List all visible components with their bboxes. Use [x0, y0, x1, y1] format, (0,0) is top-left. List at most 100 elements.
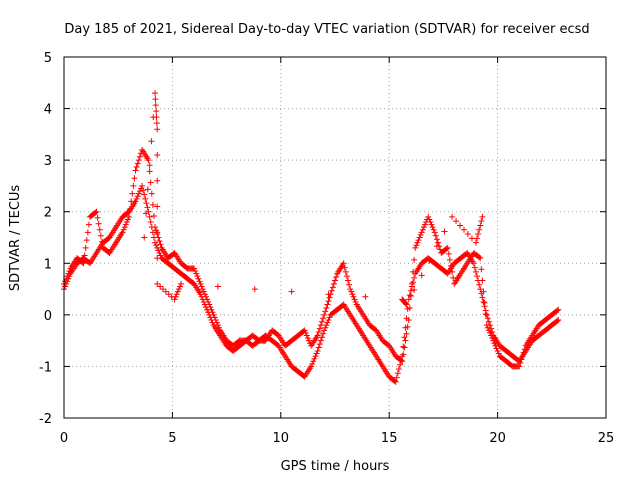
data-point [477, 222, 484, 229]
data-point [460, 226, 467, 233]
data-point [305, 337, 312, 344]
data-point [133, 195, 140, 202]
data-point [493, 345, 500, 352]
data-point [433, 236, 440, 243]
data-point [83, 237, 90, 244]
data-point [477, 255, 484, 262]
data-point [152, 102, 159, 109]
data-point [301, 327, 308, 334]
data-point [411, 274, 418, 281]
data-point [62, 283, 69, 290]
data-point [404, 323, 411, 330]
data-point [123, 219, 130, 226]
y-tick-label: -1 [39, 360, 52, 375]
data-point [172, 293, 179, 300]
data-point [405, 296, 412, 303]
data-point [152, 239, 159, 246]
y-tick-label: 1 [44, 257, 52, 272]
data-point [333, 274, 340, 281]
data-point [453, 218, 460, 225]
data-point [330, 280, 337, 287]
data-point [325, 291, 332, 298]
data-point [413, 242, 420, 249]
data-point [328, 287, 335, 294]
y-tick-label: 3 [44, 154, 52, 169]
data-point [205, 298, 212, 305]
data-point [401, 334, 408, 341]
data-point [120, 226, 127, 233]
data-point [304, 335, 311, 342]
data-point [412, 244, 419, 251]
data-point [92, 209, 99, 216]
data-point [479, 213, 486, 220]
data-point [481, 299, 488, 306]
data-point [308, 363, 315, 370]
data-point [195, 275, 202, 282]
data-point [394, 370, 401, 377]
data-point [145, 157, 152, 164]
data-point [476, 281, 483, 288]
data-point [322, 308, 329, 315]
data-point [483, 322, 490, 329]
data-point [147, 219, 154, 226]
data-point [519, 353, 526, 360]
data-point [317, 322, 324, 329]
data-point [146, 162, 153, 169]
data-point [209, 309, 216, 316]
data-point [346, 281, 353, 288]
data-point [480, 298, 487, 305]
data-point [134, 160, 141, 167]
data-point [208, 306, 215, 313]
data-point [302, 329, 309, 336]
data-point [362, 293, 369, 300]
data-point [174, 288, 181, 295]
data-point [479, 294, 486, 301]
data-point [251, 286, 258, 293]
data-point [444, 244, 451, 251]
data-point [430, 226, 437, 233]
data-point [62, 278, 69, 285]
data-point [152, 96, 159, 103]
data-point [434, 239, 441, 246]
data-point [162, 288, 169, 295]
y-axis-ticks: -2 -1 0 1 2 3 4 5 [39, 51, 606, 427]
data-point [212, 317, 219, 324]
data-point [320, 315, 327, 322]
data-point [478, 266, 485, 273]
data-point [406, 292, 413, 299]
data-point [449, 268, 456, 275]
data-point [426, 257, 433, 264]
data-point [201, 291, 208, 298]
data-point [471, 264, 478, 271]
data-point [349, 291, 356, 298]
data-point [131, 175, 138, 182]
data-point [288, 288, 295, 295]
data-point [315, 344, 322, 351]
data-point [485, 318, 492, 325]
data-point [146, 168, 153, 175]
data-point [128, 198, 135, 205]
data-point [345, 277, 352, 284]
data-point [85, 221, 92, 228]
data-point [136, 188, 143, 195]
data-point [149, 201, 156, 208]
data-point [491, 340, 498, 347]
data-point [484, 315, 491, 322]
data-point [324, 319, 331, 326]
data-point [132, 167, 139, 174]
data-point [79, 259, 86, 266]
data-point [127, 206, 134, 213]
data-point [150, 213, 157, 220]
data-point [518, 356, 525, 363]
data-point [445, 250, 452, 257]
data-point [494, 347, 501, 354]
data-point [200, 288, 207, 295]
data-point [401, 344, 408, 351]
data-point [555, 306, 562, 313]
data-point [391, 378, 398, 385]
data-point [154, 151, 161, 158]
data-point [417, 231, 424, 238]
data-point [392, 378, 399, 385]
data-point [193, 270, 200, 277]
data-point [173, 291, 180, 298]
